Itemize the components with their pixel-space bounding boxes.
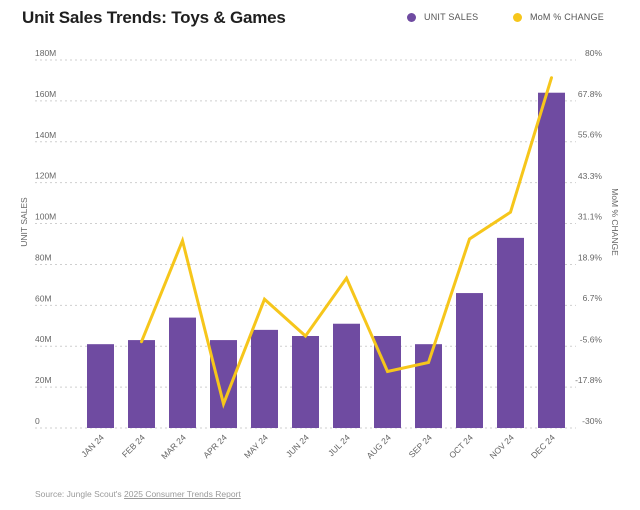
source-link[interactable]: 2025 Consumer Trends Report xyxy=(124,489,241,499)
right-tick-label: 6.7% xyxy=(583,293,603,303)
legend-line-swatch xyxy=(513,12,522,22)
right-tick-label: 55.6% xyxy=(578,130,603,140)
bar xyxy=(415,344,442,428)
legend-unit-sales: UNIT SALES xyxy=(407,12,478,22)
x-tick-label: MAY 24 xyxy=(242,432,270,460)
left-tick-label: 100M xyxy=(35,212,56,222)
left-tick-label: 180M xyxy=(35,48,56,58)
x-tick-label: NOV 24 xyxy=(487,432,516,461)
legend-mom-change: MoM % CHANGE xyxy=(513,12,604,22)
right-tick-label: 80% xyxy=(585,48,602,58)
bar xyxy=(169,317,196,428)
bar xyxy=(497,237,524,428)
right-tick-label: 31.1% xyxy=(578,212,603,222)
right-axis-title: MoM % CHANGE xyxy=(610,188,620,256)
right-tick-label: 18.9% xyxy=(578,252,603,262)
left-tick-label: 160M xyxy=(35,89,56,99)
bar xyxy=(456,293,483,428)
x-tick-label: JUN 24 xyxy=(284,432,311,459)
bar xyxy=(128,340,155,428)
x-tick-label: OCT 24 xyxy=(447,432,475,460)
x-tick-label: DEC 24 xyxy=(529,432,557,460)
right-tick-label: -30% xyxy=(582,416,602,426)
bar xyxy=(251,329,278,428)
right-tick-label: -17.8% xyxy=(575,375,602,385)
legend-bar-swatch xyxy=(407,12,416,22)
left-tick-label: 120M xyxy=(35,171,56,181)
left-tick-label: 60M xyxy=(35,293,52,303)
left-axis-title: UNIT SALES xyxy=(19,197,29,247)
left-tick-label: 80M xyxy=(35,252,52,262)
right-tick-label: 67.8% xyxy=(578,89,603,99)
chart-title: Unit Sales Trends: Toys & Games xyxy=(22,8,286,27)
bar xyxy=(292,336,319,428)
left-tick-label: 40M xyxy=(35,334,52,344)
right-tick-label: -5.6% xyxy=(580,334,603,344)
x-tick-label: APR 24 xyxy=(201,432,229,460)
bar xyxy=(87,344,114,428)
combo-chart: 0 20M 40M 60M 80M 100M 120M 140M 160M 180M -30% -17… xyxy=(19,48,620,461)
bar xyxy=(333,323,360,428)
left-tick-label: 140M xyxy=(35,130,56,140)
x-tick-label: AUG 24 xyxy=(364,432,393,461)
x-tick-label: JAN 24 xyxy=(79,432,106,459)
x-tick-label: JUL 24 xyxy=(326,432,352,458)
x-tick-label: SEP 24 xyxy=(407,432,435,460)
source-prefix: Source: Jungle Scout's xyxy=(35,489,125,499)
bar xyxy=(210,340,237,428)
x-tick-label: FEB 24 xyxy=(120,432,147,459)
legend-mom-change-label: MoM % CHANGE xyxy=(530,12,604,22)
left-tick-label: 20M xyxy=(35,375,52,385)
source-note: Source: Jungle Scout's 2025 Consumer Tre… xyxy=(35,489,241,499)
left-tick-label: 0 xyxy=(35,416,40,426)
legend-unit-sales-label: UNIT SALES xyxy=(424,12,479,22)
bar xyxy=(538,92,565,428)
right-tick-label: 43.3% xyxy=(578,171,603,181)
x-tick-label: MAR 24 xyxy=(159,432,188,461)
